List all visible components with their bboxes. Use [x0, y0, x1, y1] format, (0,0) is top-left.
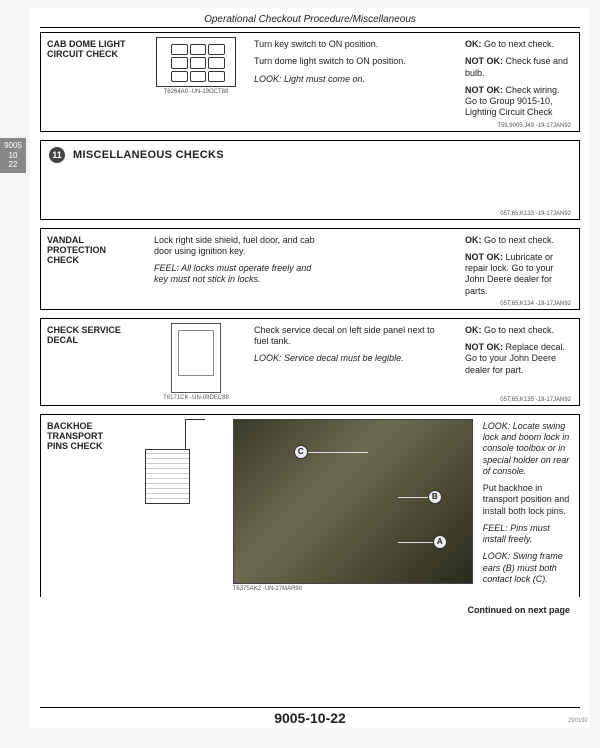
sec3-mid1: Check service decal on left side panel n…: [254, 325, 451, 348]
sec1-label: CAB DOME LIGHT CIRCUIT CHECK: [41, 33, 146, 131]
sec2-mid: Lock right side shield, fuel door, and c…: [146, 229, 326, 309]
sec4-diagram-col: [131, 415, 229, 597]
backhoe-photo: C B A: [233, 419, 473, 584]
tab-l3: 22: [2, 160, 24, 170]
sec1-img-caption: T6264A0 -UN-19OCT88: [164, 89, 229, 95]
section-heading: 11 MISCELLANEOUS CHECKS 05T,65,K133 -19-…: [40, 140, 580, 220]
switch-diagram: [156, 37, 236, 87]
decal-diagram: [171, 323, 221, 393]
sec3-r1: Go to next check.: [484, 325, 554, 335]
heading-foot: 05T,65,K133 -19-17JAN92: [500, 211, 571, 217]
sec2-mid1: Lock right side shield, fuel door, and c…: [154, 235, 318, 258]
tab-l1: 9005: [2, 141, 24, 151]
sec2-right: OK: Go to next check. NOT OK: Lubricate …: [459, 229, 579, 309]
sec1-image-col: T6264A0 -UN-19OCT88: [146, 33, 246, 131]
sec4-img-caption: T6375AK2 -UN-27MAR90: [233, 586, 473, 592]
tab-l2: 10: [2, 151, 24, 161]
pins-diagram: [135, 419, 225, 519]
sec1-mid: Turn key switch to ON position. Turn dom…: [246, 33, 459, 131]
sec2-r1: Go to next check.: [484, 235, 554, 245]
sec3-foot: 05T,65,K135 -19-17JAN92: [500, 397, 571, 403]
sec1-mid2: Turn dome light switch to ON position.: [254, 56, 451, 67]
continued-text: Continued on next page: [40, 605, 580, 615]
tiny-right: 290192: [568, 718, 588, 724]
section-vandal: VANDAL PROTECTION CHECK Lock right side …: [40, 228, 580, 310]
sec3-mid2: LOOK: Service decal must be legible.: [254, 353, 451, 364]
page: Operational Checkout Procedure/Miscellan…: [30, 8, 590, 728]
page-footer: 9005-10-22: [40, 707, 580, 726]
marker-a: A: [433, 535, 447, 549]
sec1-mid1: Turn key switch to ON position.: [254, 39, 451, 50]
sec1-foot: T59,9005,J49 -19-17JAN92: [497, 123, 571, 129]
sec3-right: OK: Go to next check. NOT OK: Replace de…: [459, 319, 579, 405]
sec1-r1: Go to next check.: [484, 39, 554, 49]
sec3-label: CHECK SERVICE DECAL: [41, 319, 146, 405]
sec4-r3: FEEL: Pins must install freely.: [483, 523, 573, 546]
sec2-foot: 05T,65,K134 -19-17JAN92: [500, 301, 571, 307]
section-decal: CHECK SERVICE DECAL T6171CK -UN-09DEC88 …: [40, 318, 580, 406]
sec3-img-caption: T6171CK -UN-09DEC88: [163, 395, 229, 401]
sec2-label: VANDAL PROTECTION CHECK: [41, 229, 146, 309]
sec4-r1: LOOK: Locate swing lock and boom lock in…: [483, 421, 573, 477]
sec1-right: OK: Go to next check. NOT OK: Check fuse…: [459, 33, 579, 131]
sec4-r4: LOOK: Swing frame ears (B) must both con…: [483, 551, 573, 585]
section-backhoe: BACKHOE TRANSPORT PINS CHECK C B A T6375…: [40, 414, 580, 597]
heading-num: 11: [49, 147, 65, 163]
sec4-r2: Put backhoe in transport position and in…: [483, 483, 573, 517]
sec3-image-col: T6171CK -UN-09DEC88: [146, 319, 246, 405]
marker-c: C: [294, 445, 308, 459]
sec2-mid2: FEEL: All locks must operate freely and …: [154, 263, 318, 286]
marker-b: B: [428, 490, 442, 504]
page-header: Operational Checkout Procedure/Miscellan…: [40, 14, 580, 28]
side-tab: 9005 10 22: [0, 138, 26, 173]
sec4-right: LOOK: Locate swing lock and boom lock in…: [477, 415, 579, 597]
sec2-spacer: [326, 229, 459, 309]
heading-text: MISCELLANEOUS CHECKS: [73, 149, 224, 161]
sec4-photo-col: C B A T6375AK2 -UN-27MAR90: [229, 415, 477, 597]
sec1-mid3: LOOK: Light must come on.: [254, 74, 451, 85]
sec4-label: BACKHOE TRANSPORT PINS CHECK: [41, 415, 131, 597]
sec3-mid: Check service decal on left side panel n…: [246, 319, 459, 405]
section-dome-light: CAB DOME LIGHT CIRCUIT CHECK T6264A0 -UN…: [40, 32, 580, 132]
